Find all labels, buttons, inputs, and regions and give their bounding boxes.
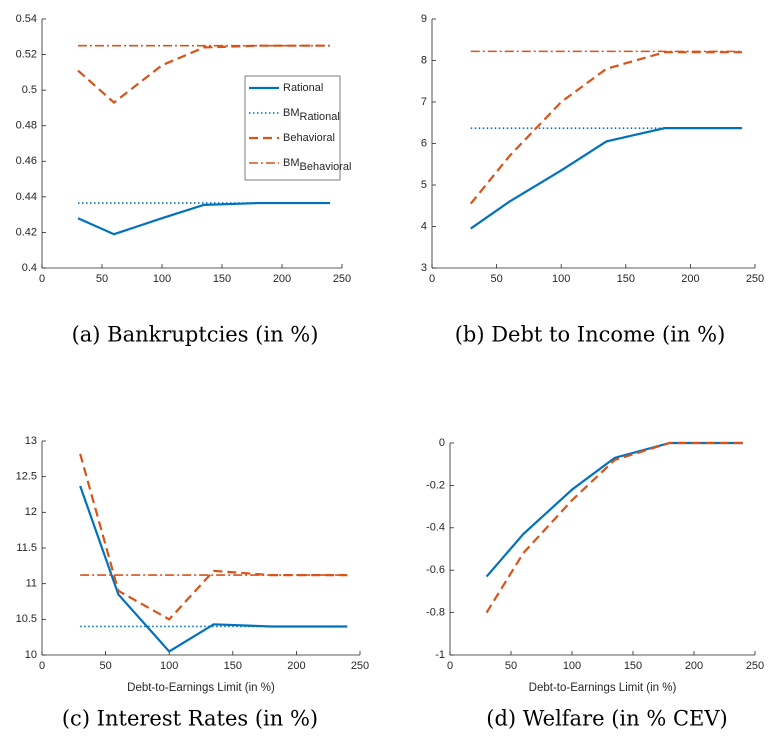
y-tick-label: 9 [421,13,427,25]
legend-label: Rational [283,82,323,94]
series-line [77,201,330,236]
x-tick-label: 0 [447,660,453,672]
y-tick-label: 5 [421,179,427,191]
caption: (c) Interest Rates (in %) [62,707,318,731]
x-tick-label: 250 [746,273,764,285]
x-tick-label: 0 [429,273,435,285]
legend-name: BM [283,107,300,119]
x-axis-label: Debt-to-Earnings Limit (in %) [529,682,677,694]
y-tick-label: -0.2 [426,479,445,491]
y-tick-label: -1 [435,649,445,661]
x-tick-label: 150 [224,660,242,672]
legend-label: BMBehavioral [283,157,351,173]
legend-label: BMRational [283,107,340,123]
x-tick-label: 50 [505,660,517,672]
series-line [79,485,348,653]
caption: (d) Welfare (in % CEV) [486,707,727,731]
x-axis-label: Debt-to-Earnings Limit (in %) [127,682,275,694]
y-tick-label: 4 [421,220,427,232]
x-tick-label: 150 [624,660,642,672]
caption: (a) Bankruptcies (in %) [72,323,319,347]
x-tick-label: 100 [563,660,581,672]
y-tick-label: 12 [25,506,37,518]
x-tick-label: 200 [685,660,703,672]
x-tick-label: 0 [39,660,45,672]
x-tick-label: 100 [153,273,171,285]
x-tick-label: 100 [552,273,570,285]
y-tick-label: 0.5 [22,84,37,96]
y-tick-label: 12.5 [16,471,37,483]
legend-box [244,75,341,181]
y-tick-label: 0.42 [16,226,37,238]
y-tick-label: -0.4 [426,522,445,534]
y-tick-label: 0 [439,437,445,449]
y-tick-label: 0.46 [16,155,37,167]
series-line [77,44,330,105]
caption: (b) Debt to Income (in %) [455,323,726,347]
y-tick-label: 0.44 [16,191,37,203]
series-line [79,453,348,621]
y-tick-label: 11 [26,578,37,590]
legend-subscript: Behavioral [300,161,352,173]
y-tick-label: 13 [25,435,37,447]
x-tick-label: 50 [96,273,108,285]
series-line [485,441,743,614]
legend-subscript: Rational [300,111,340,123]
x-tick-label: 50 [99,660,111,672]
y-tick-label: 0.54 [16,13,37,25]
y-tick-label: 6 [421,137,427,149]
legend-name: BM [283,157,300,169]
x-tick-label: 50 [490,273,502,285]
y-tick-label: 7 [421,96,427,108]
legend-label: Behavioral [283,132,335,144]
legend-name: Behavioral [283,132,335,144]
x-tick-label: 100 [160,660,178,672]
x-tick-label: 250 [333,273,351,285]
y-tick-label: -0.8 [426,607,445,619]
legend-name: Rational [283,82,323,94]
x-tick-label: 150 [213,273,231,285]
y-tick-label: 0.52 [16,48,37,60]
x-tick-label: 250 [746,660,764,672]
series-line [485,441,743,578]
y-tick-label: 3 [421,262,427,274]
y-tick-label: 0.48 [16,120,37,132]
x-tick-label: 250 [351,660,369,672]
y-tick-label: 11.5 [16,542,37,554]
x-tick-label: 200 [273,273,291,285]
y-tick-label: 10 [25,649,37,661]
y-tick-label: 8 [421,54,427,66]
x-tick-label: 200 [681,273,699,285]
y-tick-label: -0.6 [426,564,445,576]
x-tick-label: 0 [39,273,45,285]
x-tick-label: 150 [617,273,635,285]
x-tick-label: 200 [287,660,305,672]
y-tick-label: 0.4 [22,262,37,274]
series-line [470,127,743,230]
y-tick-label: 10.5 [16,613,37,625]
